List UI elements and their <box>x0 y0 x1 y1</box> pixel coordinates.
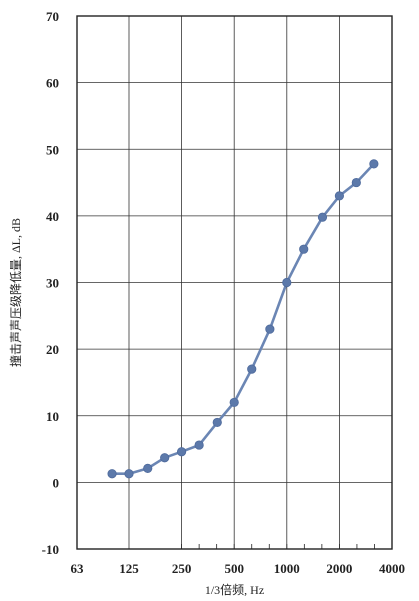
y-tick-label: 40 <box>46 209 59 224</box>
data-point <box>194 440 204 450</box>
data-point <box>107 469 117 479</box>
data-point <box>176 447 187 457</box>
x-tick-label: 500 <box>224 561 244 576</box>
y-tick-label: 0 <box>53 475 60 490</box>
data-point <box>229 397 239 408</box>
x-tick-label: 250 <box>172 561 192 576</box>
data-point <box>282 277 292 288</box>
x-axis-label: 1/3倍频, Hz <box>205 582 264 597</box>
grid <box>77 16 392 549</box>
data-point <box>160 453 170 463</box>
series <box>107 159 379 479</box>
series-line <box>112 163 375 476</box>
y-tick-label: 20 <box>46 342 59 357</box>
plot-frame <box>76 15 393 550</box>
y-tick-label: 10 <box>46 409 59 424</box>
data-point <box>212 417 222 428</box>
axes <box>76 15 393 550</box>
y-tick-label: 70 <box>46 9 59 24</box>
data-point <box>369 159 379 169</box>
data-point <box>265 324 275 334</box>
data-point <box>143 463 153 473</box>
data-point <box>317 212 328 222</box>
x-tick-label: 63 <box>71 561 85 576</box>
x-tick-label: 1000 <box>274 561 300 576</box>
y-tick-label: 60 <box>46 76 59 91</box>
tick-labels: -10 0 10 20 30 40 50 60 70 63 125 250 500 1000 2000 400… <box>42 9 405 576</box>
y-axis-label: 撞击声声压级降低量, ΔL, dB <box>8 218 23 367</box>
x-tick-label: 4000 <box>379 561 405 576</box>
y-tick-label: 30 <box>46 276 59 291</box>
x-tick-label: 125 <box>119 561 139 576</box>
data-point <box>334 191 344 201</box>
y-tick-label: -10 <box>42 542 59 557</box>
data-point <box>299 244 309 254</box>
y-tick-label: 50 <box>46 142 59 157</box>
data-point <box>247 364 257 374</box>
x-tick-label: 2000 <box>326 561 352 576</box>
data-point <box>124 469 134 479</box>
data-point <box>351 177 361 188</box>
